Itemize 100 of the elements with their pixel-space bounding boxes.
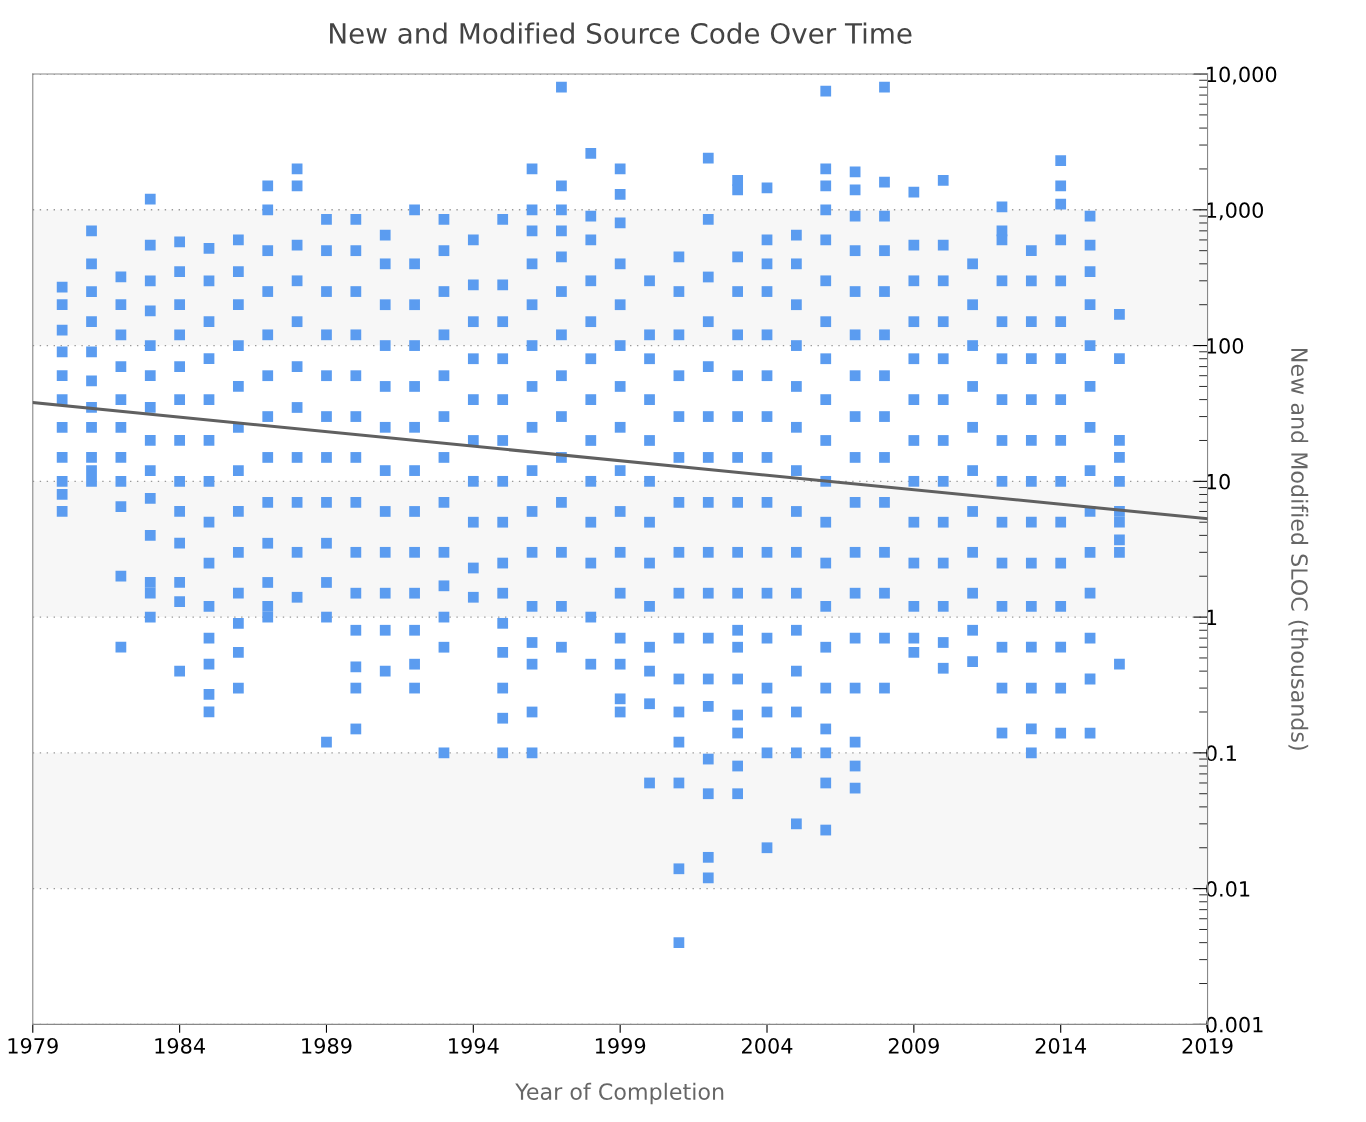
point xyxy=(879,587,890,599)
point xyxy=(1114,353,1125,365)
point xyxy=(262,452,274,463)
point xyxy=(409,258,420,270)
point xyxy=(585,516,597,528)
point xyxy=(702,316,714,328)
point xyxy=(702,632,714,644)
point xyxy=(438,747,450,759)
point xyxy=(86,465,97,476)
point xyxy=(438,245,450,257)
point xyxy=(526,421,538,433)
point xyxy=(673,329,685,341)
point xyxy=(174,665,186,677)
point xyxy=(761,546,773,558)
point xyxy=(56,394,68,405)
point xyxy=(409,546,420,558)
point xyxy=(937,239,949,251)
point xyxy=(86,375,97,387)
point xyxy=(379,624,391,636)
point xyxy=(879,682,890,694)
point xyxy=(996,516,1008,528)
point xyxy=(467,516,479,528)
point xyxy=(614,465,626,476)
point xyxy=(526,258,538,270)
point xyxy=(820,204,832,216)
point xyxy=(908,475,920,487)
point xyxy=(732,496,744,508)
point xyxy=(791,706,802,718)
point xyxy=(702,546,714,558)
point xyxy=(350,411,362,422)
point xyxy=(115,641,127,653)
point xyxy=(232,587,244,599)
point xyxy=(144,275,156,287)
point xyxy=(673,546,685,558)
point xyxy=(761,496,773,508)
point xyxy=(849,411,861,422)
point xyxy=(967,340,978,351)
point xyxy=(820,723,832,735)
point xyxy=(174,506,186,517)
point xyxy=(144,193,156,205)
point xyxy=(1114,546,1125,558)
point xyxy=(908,557,920,569)
point xyxy=(673,496,685,508)
point xyxy=(438,546,450,558)
point xyxy=(585,234,597,246)
point xyxy=(497,557,509,569)
point xyxy=(791,506,802,517)
point xyxy=(761,842,773,854)
y-tick-label: 100 xyxy=(1207,338,1244,354)
point xyxy=(614,258,626,270)
point xyxy=(321,537,332,549)
point xyxy=(526,506,538,517)
point xyxy=(526,299,538,311)
point xyxy=(1055,353,1067,365)
point xyxy=(1114,534,1125,546)
point xyxy=(820,557,832,569)
point xyxy=(614,381,626,392)
point xyxy=(1025,245,1037,257)
point xyxy=(761,587,773,599)
point xyxy=(644,435,655,446)
point xyxy=(908,275,920,287)
point xyxy=(732,251,744,263)
point xyxy=(467,475,479,487)
point xyxy=(350,661,362,673)
point xyxy=(262,245,274,257)
point xyxy=(115,452,127,463)
point xyxy=(556,641,567,653)
point xyxy=(820,163,832,175)
point xyxy=(1025,747,1037,759)
point xyxy=(321,452,332,463)
point xyxy=(879,370,890,382)
point xyxy=(908,516,920,528)
point xyxy=(262,329,274,341)
point xyxy=(203,658,215,670)
point xyxy=(1055,435,1067,446)
point xyxy=(1114,308,1125,320)
point xyxy=(115,475,127,487)
point xyxy=(497,316,509,328)
point xyxy=(879,329,890,341)
point xyxy=(350,546,362,558)
point xyxy=(702,673,714,685)
point xyxy=(849,632,861,644)
point xyxy=(732,624,744,636)
point xyxy=(732,709,744,721)
point xyxy=(585,475,597,487)
point xyxy=(702,152,714,164)
point xyxy=(56,489,68,500)
point xyxy=(232,340,244,351)
point xyxy=(761,258,773,270)
point xyxy=(1025,353,1037,365)
point xyxy=(174,394,186,405)
point xyxy=(879,176,890,188)
point xyxy=(497,516,509,528)
point xyxy=(1114,658,1125,670)
point xyxy=(144,587,156,599)
point xyxy=(1025,316,1037,328)
point xyxy=(937,662,949,674)
point xyxy=(1084,299,1096,311)
point xyxy=(967,624,978,636)
point xyxy=(791,624,802,636)
